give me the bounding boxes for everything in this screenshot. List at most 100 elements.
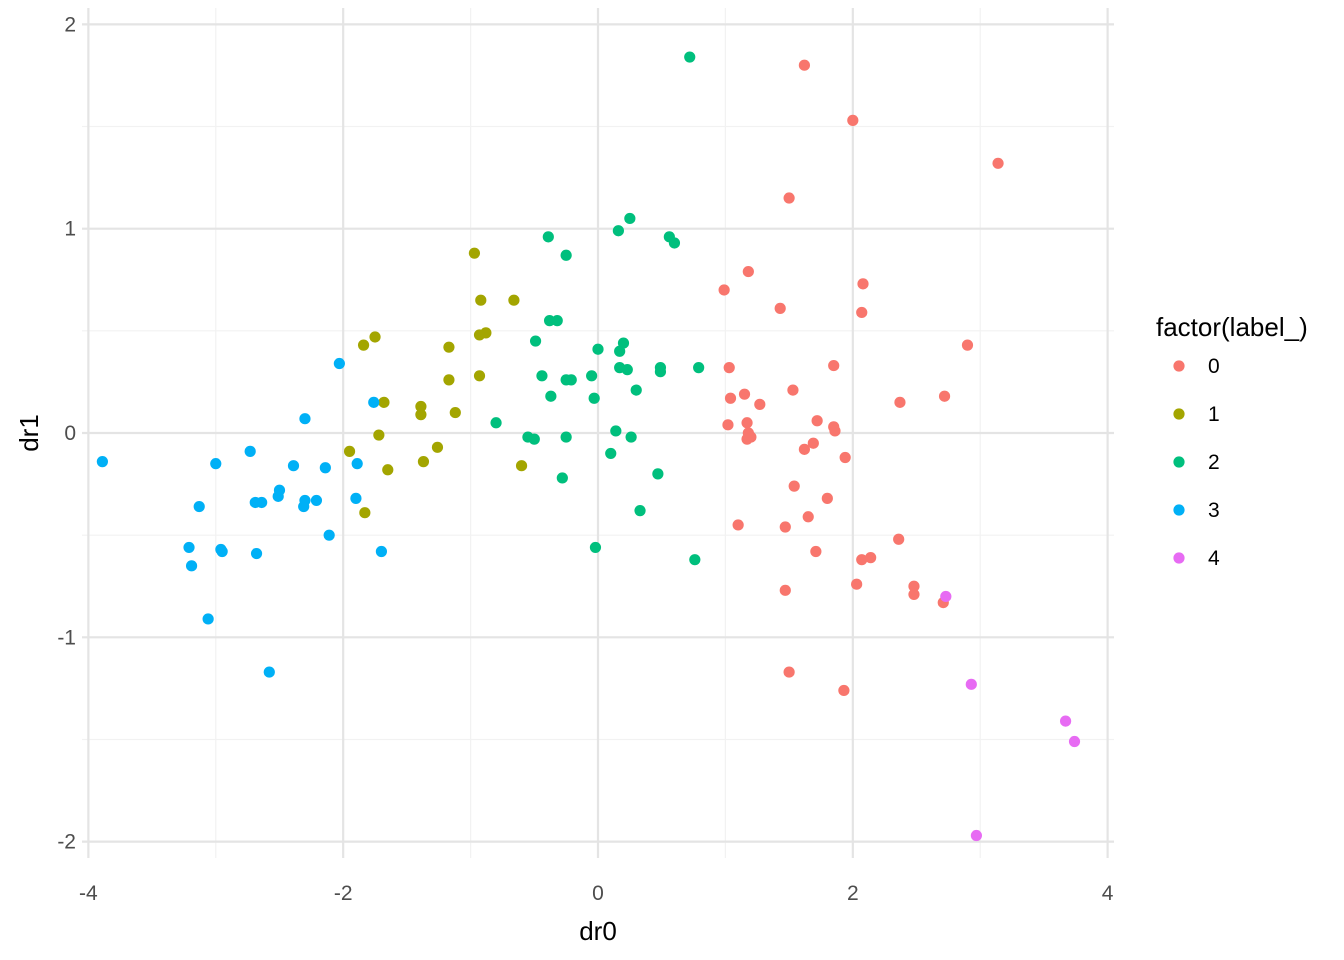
data-point-series-2 <box>586 370 598 382</box>
data-point-series-3 <box>368 396 380 408</box>
data-point-series-3 <box>250 547 263 560</box>
data-point-series-3 <box>323 529 335 541</box>
data-point-series-0 <box>774 302 786 314</box>
data-point-series-2 <box>621 364 633 376</box>
data-point-series-2 <box>589 541 602 554</box>
data-point-series-2 <box>529 335 542 347</box>
data-points <box>96 51 1081 842</box>
data-point-series-4 <box>940 590 952 603</box>
data-point-series-1 <box>369 331 381 343</box>
data-point-series-0 <box>810 545 822 558</box>
x-axis-tick-labels: -4 -2 0 2 4 <box>79 882 1114 905</box>
data-point-series-2 <box>592 343 604 355</box>
data-point-series-2 <box>551 315 563 327</box>
data-point-series-2 <box>630 384 642 396</box>
legend-items: 0 1 2 3 4 <box>1173 355 1220 570</box>
data-point-series-3 <box>298 500 310 513</box>
data-point-series-0 <box>811 415 823 427</box>
data-point-series-2 <box>545 390 557 402</box>
data-point-series-2 <box>588 392 600 404</box>
data-point-series-0 <box>829 425 841 437</box>
data-point-series-0 <box>741 433 753 445</box>
data-point-series-2 <box>612 225 624 237</box>
data-point-series-0 <box>783 192 795 204</box>
legend-key-4 <box>1173 552 1185 564</box>
data-point-series-0 <box>779 584 791 596</box>
data-point-series-2 <box>605 447 617 460</box>
data-point-series-2 <box>536 370 548 382</box>
legend-label-2: 2 <box>1208 451 1220 474</box>
data-point-series-0 <box>838 684 850 697</box>
data-point-series-1 <box>357 339 370 351</box>
data-point-series-0 <box>802 511 814 523</box>
data-point-series-1 <box>468 247 481 259</box>
data-point-series-3 <box>193 500 205 513</box>
data-point-series-3 <box>333 357 345 370</box>
data-point-series-0 <box>754 398 766 410</box>
data-point-series-2 <box>610 425 622 437</box>
data-point-series-0 <box>839 451 851 464</box>
data-point-series-0 <box>938 390 951 402</box>
data-point-series-3 <box>216 545 228 558</box>
data-point-series-3 <box>256 496 268 509</box>
data-point-series-0 <box>788 480 800 492</box>
data-point-series-0 <box>807 437 819 449</box>
data-point-series-0 <box>893 533 905 545</box>
data-point-series-0 <box>732 519 744 531</box>
x-axis-title: dr0 <box>579 916 617 946</box>
data-point-series-0 <box>992 157 1004 169</box>
data-point-series-4 <box>1059 715 1072 727</box>
data-point-series-3 <box>351 458 363 470</box>
data-point-series-3 <box>244 445 256 457</box>
data-point-series-3 <box>287 460 300 472</box>
data-point-series-3 <box>202 613 214 625</box>
data-point-series-0 <box>742 265 754 278</box>
data-point-series-0 <box>821 492 833 504</box>
data-point-series-0 <box>908 580 920 592</box>
data-point-series-0 <box>723 362 735 374</box>
data-point-series-2 <box>684 51 696 63</box>
y-tick-label: 1 <box>64 218 76 241</box>
legend-key-3 <box>1173 504 1185 516</box>
data-point-series-2 <box>528 433 540 445</box>
data-point-series-0 <box>856 306 868 319</box>
data-point-series-3 <box>310 494 323 507</box>
data-point-series-1 <box>382 464 394 476</box>
x-tick-label: -4 <box>79 882 98 905</box>
legend-key-0 <box>1173 360 1185 372</box>
data-point-series-3 <box>185 560 198 572</box>
data-point-series-4 <box>1068 735 1081 748</box>
data-point-series-0 <box>724 392 737 404</box>
data-point-series-3 <box>210 458 222 470</box>
data-point-series-0 <box>738 388 751 400</box>
data-point-series-0 <box>908 588 920 601</box>
data-point-series-0 <box>718 284 730 296</box>
data-point-series-3 <box>263 666 275 678</box>
y-tick-label: 0 <box>64 422 76 445</box>
data-point-series-0 <box>865 552 877 564</box>
data-point-series-2 <box>625 431 637 443</box>
major-gridlines <box>82 8 1114 858</box>
data-point-series-1 <box>359 507 371 519</box>
data-point-series-0 <box>741 417 753 429</box>
data-point-series-2 <box>689 554 701 566</box>
legend-label-4: 4 <box>1208 547 1220 570</box>
data-point-series-0 <box>851 578 863 590</box>
data-point-series-2 <box>560 249 572 261</box>
legend-label-0: 0 <box>1208 355 1220 378</box>
data-point-series-2 <box>624 212 636 225</box>
data-point-series-1 <box>515 460 528 472</box>
data-point-series-2 <box>560 431 572 443</box>
data-point-series-1 <box>449 406 461 419</box>
data-point-series-0 <box>783 666 795 678</box>
data-point-series-2 <box>556 472 568 484</box>
data-point-series-2 <box>614 345 626 357</box>
data-point-series-0 <box>961 339 974 351</box>
x-tick-label: 4 <box>1102 882 1114 905</box>
data-point-series-1 <box>443 374 455 386</box>
data-point-series-0 <box>779 521 791 533</box>
data-point-series-1 <box>475 294 487 306</box>
legend: factor(label_) 0 1 2 3 4 <box>1156 312 1308 570</box>
data-point-series-0 <box>798 59 811 71</box>
